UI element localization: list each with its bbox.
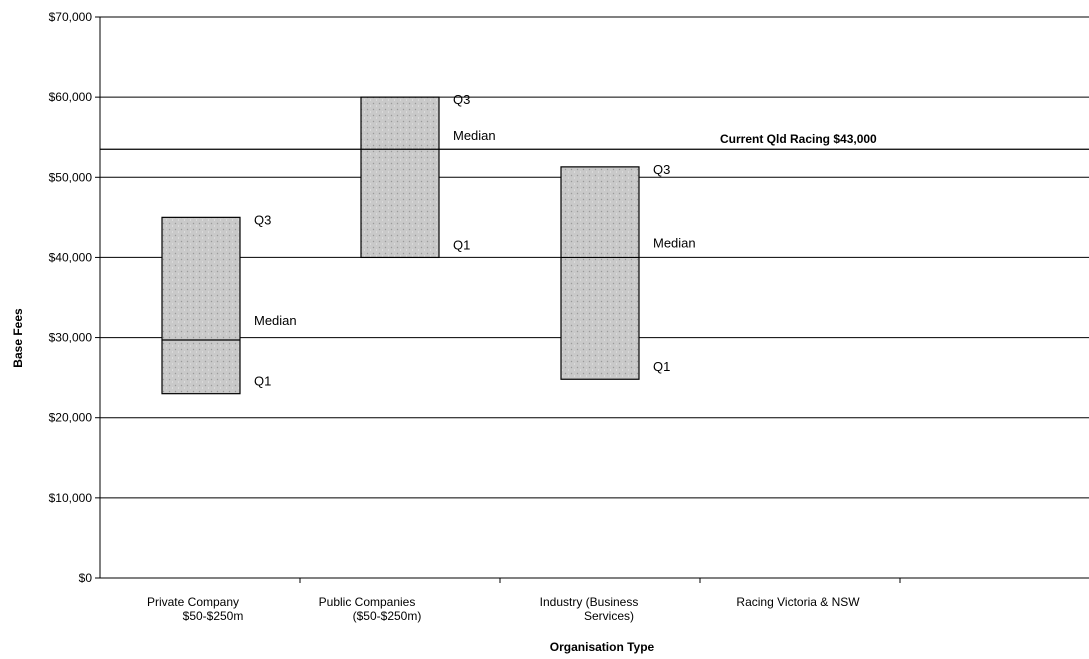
y-tick-label: $40,000 [49, 250, 93, 264]
x-category-label: Services) [584, 609, 634, 623]
x-category-label: $50-$250m [183, 609, 244, 623]
x-category-label: Racing Victoria & NSW [736, 595, 860, 609]
q3-label: Q3 [453, 92, 470, 107]
median-label: Median [653, 235, 696, 250]
reference-line-group: Current Qld Racing $43,000 [100, 132, 1089, 150]
x-category-label: Public Companies [319, 595, 416, 609]
x-axis-title: Organisation Type [550, 640, 655, 654]
q1-label: Q1 [254, 374, 271, 389]
q3-label: Q3 [254, 212, 271, 227]
x-category-label: ($50-$250m) [353, 609, 422, 623]
gridlines: $0 $10,000 $20,000 $30,000 $40,000 $50,000 $60… [49, 10, 1089, 585]
box [560, 166, 640, 380]
boxes-group: Q3 Median Q1 Q3 Median Q1 Q3 Median Q1 [161, 92, 696, 395]
y-tick-label: $60,000 [49, 90, 93, 104]
median-label: Median [453, 128, 496, 143]
median-label: Median [254, 313, 297, 328]
box [360, 96, 440, 259]
reference-line-label: Current Qld Racing $43,000 [720, 132, 877, 146]
y-tick-label: $10,000 [49, 491, 93, 505]
q3-label: Q3 [653, 162, 670, 177]
q1-label: Q1 [653, 359, 670, 374]
y-axis-title: Base Fees [11, 308, 25, 368]
y-tick-label: $50,000 [49, 170, 93, 184]
y-tick-label: $30,000 [49, 331, 93, 345]
x-category-label: Private Company [147, 595, 239, 609]
q1-label: Q1 [453, 237, 470, 252]
x-category-label: Industry (Business [540, 595, 639, 609]
y-tick-label: $20,000 [49, 411, 93, 425]
box [161, 216, 241, 395]
y-tick-label: $0 [79, 571, 93, 585]
axes: Private Company$50-$250m Public Companies… [99, 17, 1089, 623]
y-tick-label: $70,000 [49, 10, 93, 24]
